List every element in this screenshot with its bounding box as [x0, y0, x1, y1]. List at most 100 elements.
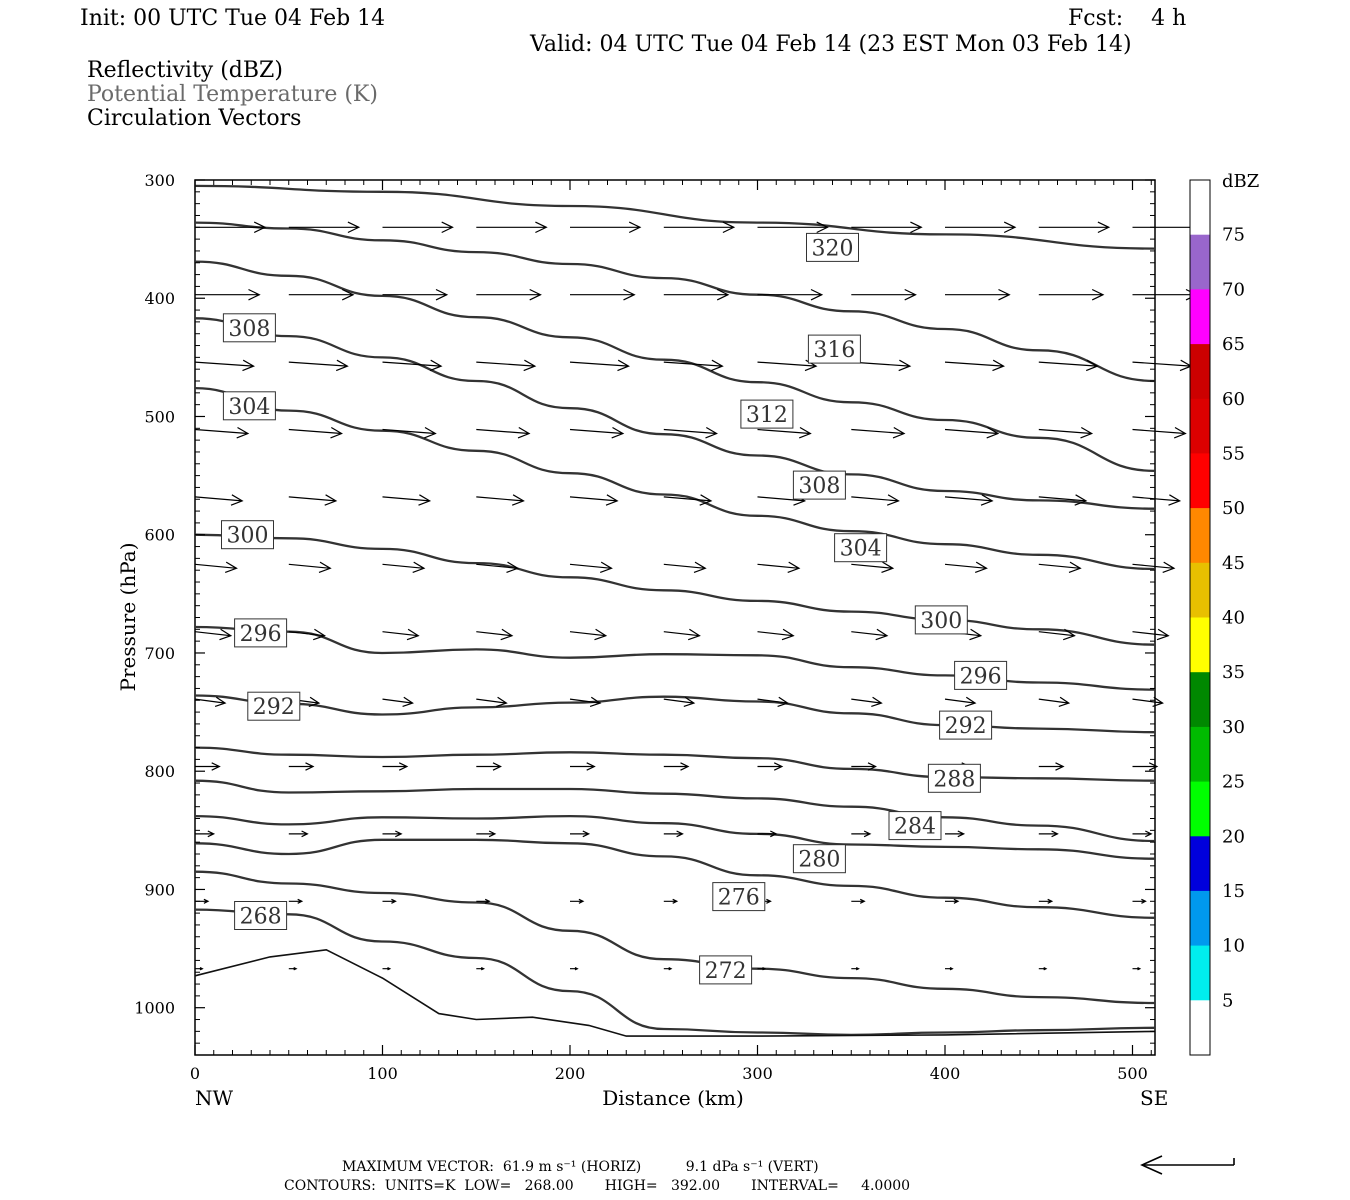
theta-contour-line — [194, 533, 1156, 646]
circulation-vector-arrow — [945, 898, 960, 904]
circulation-vector-arrow — [1132, 762, 1159, 771]
y-tick-label: 900 — [144, 880, 175, 899]
circulation-vector-arrow — [288, 561, 332, 573]
circulation-vector-arrow — [851, 898, 866, 904]
theta-contour-line — [194, 221, 1156, 383]
x-tick-label: 500 — [1117, 1064, 1148, 1083]
field-vectors-label: Circulation Vectors — [87, 106, 301, 131]
theta-contour-line — [194, 184, 1156, 250]
theta-contour-line — [194, 625, 1156, 691]
circulation-vector-arrow — [194, 494, 244, 506]
theta-contour-line — [194, 260, 1156, 473]
circulation-vector-arrow — [288, 494, 338, 506]
circulation-vector-arrow — [382, 426, 437, 439]
circulation-vector-arrow — [382, 359, 443, 372]
circulation-vector-arrow — [1038, 494, 1088, 506]
contour-label-box — [234, 901, 288, 930]
contour-label-box — [712, 882, 766, 912]
circulation-vector-arrow — [476, 898, 491, 904]
theta-contour-line — [194, 838, 1156, 919]
y-tick-label: 300 — [144, 171, 175, 190]
colorbar-tick-label: 45 — [1222, 553, 1245, 574]
circulation-vector-arrow — [382, 696, 414, 707]
contour-label: 300 — [920, 609, 962, 634]
y-tick-label: 800 — [144, 762, 175, 781]
circulation-vector-arrow — [757, 359, 818, 372]
circulation-vector-arrow — [476, 696, 508, 707]
circulation-vector-arrow — [851, 762, 877, 771]
circulation-vector-arrow — [851, 359, 912, 372]
circulation-vector-arrow — [476, 494, 525, 506]
circulation-vector-arrow — [194, 696, 227, 707]
contour-label: 272 — [705, 959, 747, 984]
contour-label-box — [792, 844, 846, 874]
circulation-vector-arrow — [195, 288, 261, 301]
contour-label: 316 — [813, 338, 855, 363]
circulation-vector-arrow — [851, 221, 923, 234]
circulation-vector-arrow — [851, 967, 860, 971]
circulation-vector-arrow — [1132, 967, 1142, 971]
field-reflectivity-label: Reflectivity (dBZ) — [87, 58, 283, 83]
theta-contour-line — [194, 870, 1156, 1005]
contour-label-box — [222, 313, 276, 343]
circulation-vector-arrow — [476, 628, 514, 641]
circulation-vector-arrow — [476, 359, 537, 372]
colorbar-swatch — [1190, 726, 1210, 783]
contour-label-box — [792, 470, 846, 500]
circulation-vectors — [194, 221, 1204, 971]
circulation-vector-arrow — [1038, 967, 1048, 971]
theta-contour-line — [194, 779, 1156, 843]
theta-contours — [194, 184, 1156, 1037]
theta-contour-line — [194, 746, 1156, 782]
circulation-vector-arrow — [1038, 898, 1054, 904]
circulation-vector-arrow — [1132, 830, 1153, 838]
circulation-vector-arrow — [945, 830, 966, 838]
y-tick-label: 400 — [144, 289, 175, 308]
circulation-vector-arrow — [288, 628, 326, 641]
circulation-vector-arrow — [569, 494, 619, 506]
circulation-vector-arrow — [1038, 221, 1111, 234]
colorbar-swatch — [1190, 234, 1210, 290]
circulation-vector-arrow — [288, 967, 298, 971]
circulation-vector-arrow — [382, 898, 397, 904]
circulation-vector-arrow — [757, 696, 789, 707]
circulation-vector-arrow — [1038, 628, 1076, 641]
circulation-vector-arrow — [569, 359, 630, 372]
circulation-vector-arrow — [288, 898, 304, 904]
contour-label-box — [914, 605, 968, 635]
contour-label-box — [222, 391, 276, 421]
circulation-vector-arrow — [945, 967, 954, 971]
contour-label-box — [221, 520, 274, 550]
circulation-vector-arrow — [663, 221, 736, 234]
contour-label-box — [888, 811, 942, 841]
circulation-vector-arrow — [1132, 426, 1187, 439]
circulation-vector-arrow — [476, 967, 486, 971]
y-tick-label: 600 — [144, 526, 175, 545]
circulation-vector-arrow — [382, 221, 454, 234]
circulation-vector-arrow — [757, 830, 778, 838]
circulation-vector-arrow — [382, 288, 449, 301]
circulation-vector-arrow — [1038, 426, 1094, 439]
circulation-vector-arrow — [663, 288, 730, 301]
colorbar-tick-label: 50 — [1222, 498, 1245, 519]
circulation-vector-arrow — [851, 288, 917, 301]
contour-label-box — [740, 399, 794, 429]
circulation-vector-arrow — [944, 696, 977, 707]
contour-label: 308 — [228, 317, 270, 342]
theta-contour-line — [194, 317, 1156, 510]
circulation-vector-arrow — [757, 967, 767, 971]
reference-vector-icon — [1140, 1155, 1235, 1175]
contour-label-box — [954, 660, 1008, 690]
circulation-vector-arrow — [851, 830, 872, 838]
contour-label: 300 — [227, 524, 269, 549]
y-tick-label: 700 — [144, 644, 175, 663]
circulation-vector-arrow — [663, 898, 679, 904]
colorbar-swatch — [1190, 1000, 1210, 1056]
circulation-vector-arrow — [663, 762, 690, 771]
circulation-vector-arrow — [195, 967, 204, 971]
circulation-vector-arrow — [851, 426, 906, 439]
circulation-vector-arrow — [851, 561, 895, 573]
contour-labels: 320 316 312 308 308 304 304 300 300 296 296 292 292 2… — [221, 232, 1008, 985]
circulation-vector-arrow — [1038, 696, 1071, 707]
contour-label: 284 — [894, 815, 936, 840]
